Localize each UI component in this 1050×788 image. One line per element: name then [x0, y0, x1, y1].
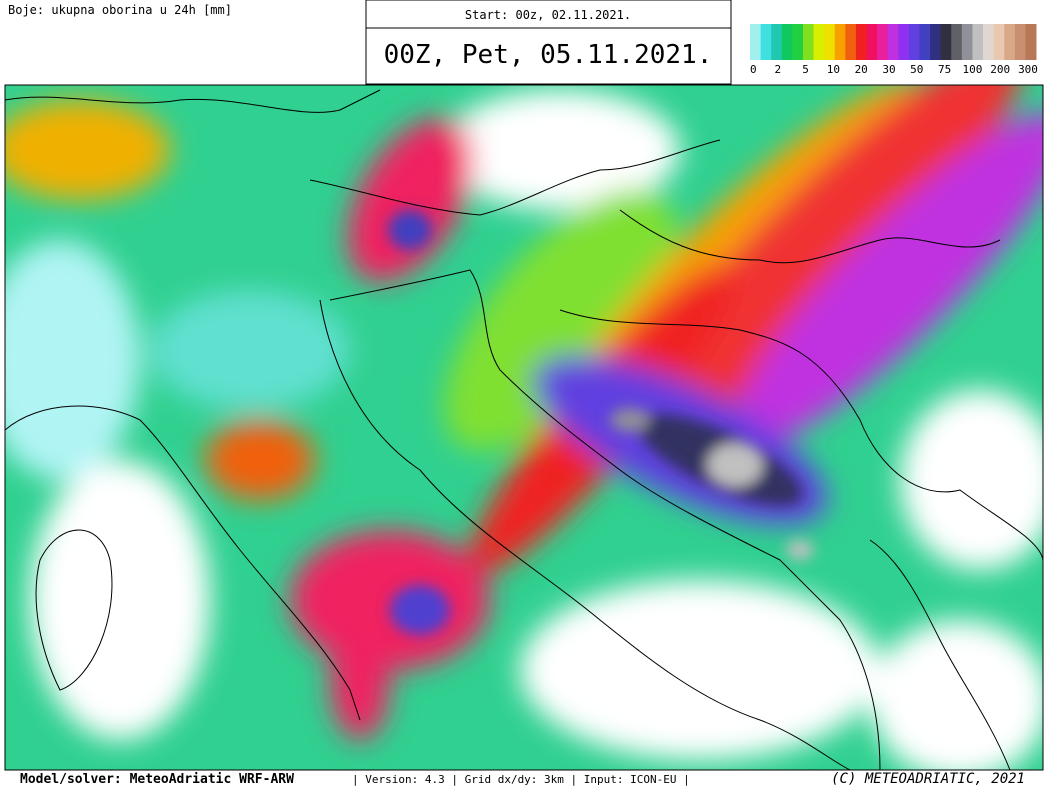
borders: [5, 89, 1043, 770]
legend-swatch: [824, 24, 836, 60]
legend-swatch: [845, 24, 857, 60]
legend-swatch: [993, 24, 1005, 60]
legend-tick-label: 2: [774, 63, 781, 76]
legend-tick-label: 300: [1018, 63, 1038, 76]
legend-swatch: [1004, 24, 1016, 60]
legend-tick-label: 20: [855, 63, 868, 76]
legend-swatch: [1014, 24, 1026, 60]
legend-tick-label: 30: [882, 63, 895, 76]
run-info: | Version: 4.3 | Grid dx/dy: 3km | Input…: [352, 773, 690, 786]
copyright: (C) METEOADRIATIC, 2021: [831, 771, 1025, 787]
legend-swatch: [908, 24, 920, 60]
header-box: [365, 0, 732, 85]
field-label: Boje: ukupna oborina u 24h [mm]: [8, 3, 232, 17]
legend-tick-label: 100: [962, 63, 982, 76]
legend-tick-label: 10: [827, 63, 840, 76]
legend-swatch: [983, 24, 995, 60]
legend-swatch: [898, 24, 910, 60]
legend-swatch: [919, 24, 931, 60]
legend-tick-label: 50: [910, 63, 923, 76]
valid-time: 00Z, Pet, 05.11.2021.: [384, 40, 713, 70]
legend-swatch: [877, 24, 889, 60]
legend-tick-label: 200: [990, 63, 1010, 76]
start-time: Start: 00z, 02.11.2021.: [465, 8, 631, 22]
legend-swatch: [961, 24, 973, 60]
legend-swatch: [792, 24, 804, 60]
legend-swatch: [930, 24, 942, 60]
legend-tick-label: 5: [802, 63, 809, 76]
legend-swatch: [972, 24, 984, 60]
model-info: Model/solver: MeteoAdriatic WRF-ARW: [20, 772, 294, 787]
legend-swatch: [855, 24, 868, 60]
legend-swatch: [887, 24, 899, 60]
legend-tick-label: 0: [750, 63, 757, 76]
legend-swatch: [750, 24, 762, 60]
map-frame: [4, 84, 1044, 771]
legend-swatch: [1025, 24, 1037, 60]
legend-swatch: [760, 24, 772, 60]
legend-swatch: [834, 24, 846, 60]
precipitation-map: [5, 85, 1043, 770]
legend-swatch: [771, 24, 783, 60]
legend-swatch: [802, 24, 815, 60]
legend-tick-label: 75: [938, 63, 951, 76]
legend-swatch: [940, 24, 952, 60]
legend-swatch: [866, 24, 878, 60]
color-legend: 0 2 5 10 20 30 50 75 100 200 300: [750, 24, 1038, 76]
legend-swatch: [781, 24, 793, 60]
legend-swatch: [951, 24, 963, 60]
legend-swatch: [813, 24, 825, 60]
